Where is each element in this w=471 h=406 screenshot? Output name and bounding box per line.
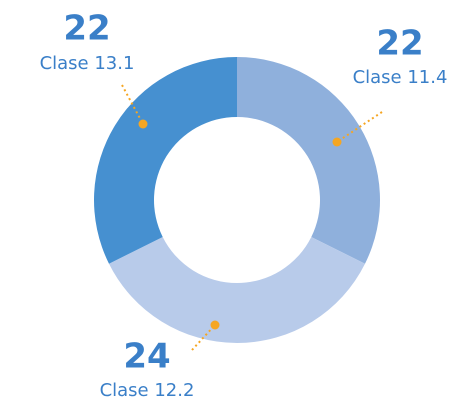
leader-dot <box>138 119 148 129</box>
value-label: 22 <box>376 24 423 64</box>
category-label: Clase 12.2 <box>100 380 195 401</box>
category-label: Clase 11.4 <box>353 67 448 88</box>
value-label: 24 <box>123 337 170 377</box>
leader-line <box>336 111 383 143</box>
donut-segment <box>93 56 237 264</box>
donut-segment <box>237 57 380 264</box>
leader-dot <box>210 320 220 330</box>
value-label: 22 <box>63 9 110 49</box>
category-label: Clase 13.1 <box>40 53 135 74</box>
leader-dot <box>332 137 342 147</box>
leader-line <box>121 84 144 125</box>
leader-line <box>191 324 216 351</box>
donut-segment <box>108 236 366 343</box>
